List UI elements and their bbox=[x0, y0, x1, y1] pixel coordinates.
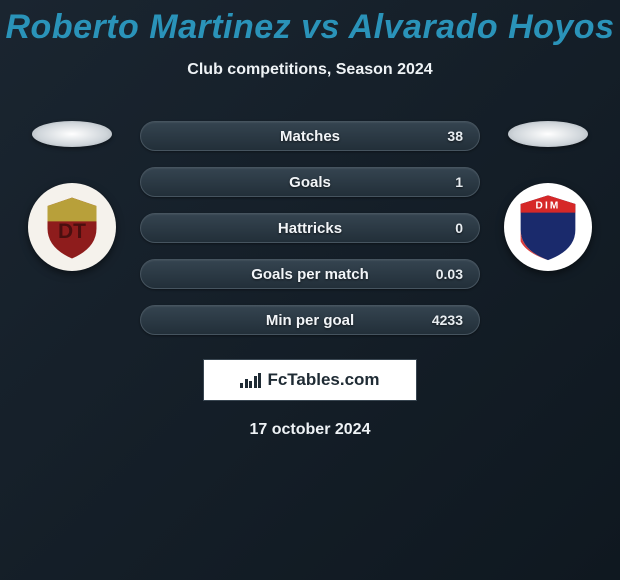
right-player-column: DIM bbox=[498, 121, 598, 271]
stat-value-right: 0 bbox=[455, 220, 463, 236]
team-badge-left: DT bbox=[28, 183, 116, 271]
team-badge-right: DIM bbox=[504, 183, 592, 271]
content-row: DT Matches 38 Goals 1 Hattricks 0 Goals per ma… bbox=[0, 121, 620, 335]
subtitle: Club competitions, Season 2024 bbox=[0, 61, 620, 79]
brand-badge: FcTables.com bbox=[203, 359, 417, 401]
stat-row: Matches 38 bbox=[140, 121, 480, 151]
player-silhouette-left bbox=[32, 121, 112, 147]
comparison-card: Roberto Martinez vs Alvarado Hoyos Club … bbox=[0, 0, 620, 439]
stats-list: Matches 38 Goals 1 Hattricks 0 Goals per match… bbox=[140, 121, 480, 335]
stat-label: Goals per match bbox=[251, 266, 369, 283]
stat-row: Goals per match 0.03 bbox=[140, 259, 480, 289]
stat-label: Matches bbox=[280, 128, 340, 145]
brand-text: FcTables.com bbox=[267, 370, 379, 390]
shield-icon: DIM bbox=[512, 191, 584, 263]
stat-row: Min per goal 4233 bbox=[140, 305, 480, 335]
stat-row: Goals 1 bbox=[140, 167, 480, 197]
stat-label: Hattricks bbox=[278, 220, 342, 237]
left-player-column: DT bbox=[22, 121, 122, 271]
shield-icon: DT bbox=[37, 192, 107, 262]
page-title: Roberto Martinez vs Alvarado Hoyos bbox=[0, 8, 620, 47]
stat-value-right: 4233 bbox=[432, 312, 463, 328]
player-silhouette-right bbox=[508, 121, 588, 147]
svg-text:DT: DT bbox=[58, 220, 86, 243]
stat-value-right: 38 bbox=[447, 128, 463, 144]
stat-value-right: 1 bbox=[455, 174, 463, 190]
stat-value-right: 0.03 bbox=[436, 266, 463, 282]
date-label: 17 october 2024 bbox=[0, 421, 620, 439]
stat-row: Hattricks 0 bbox=[140, 213, 480, 243]
stat-label: Min per goal bbox=[266, 312, 354, 329]
svg-text:DIM: DIM bbox=[536, 200, 561, 211]
bar-chart-icon bbox=[240, 372, 261, 388]
stat-label: Goals bbox=[289, 174, 331, 191]
